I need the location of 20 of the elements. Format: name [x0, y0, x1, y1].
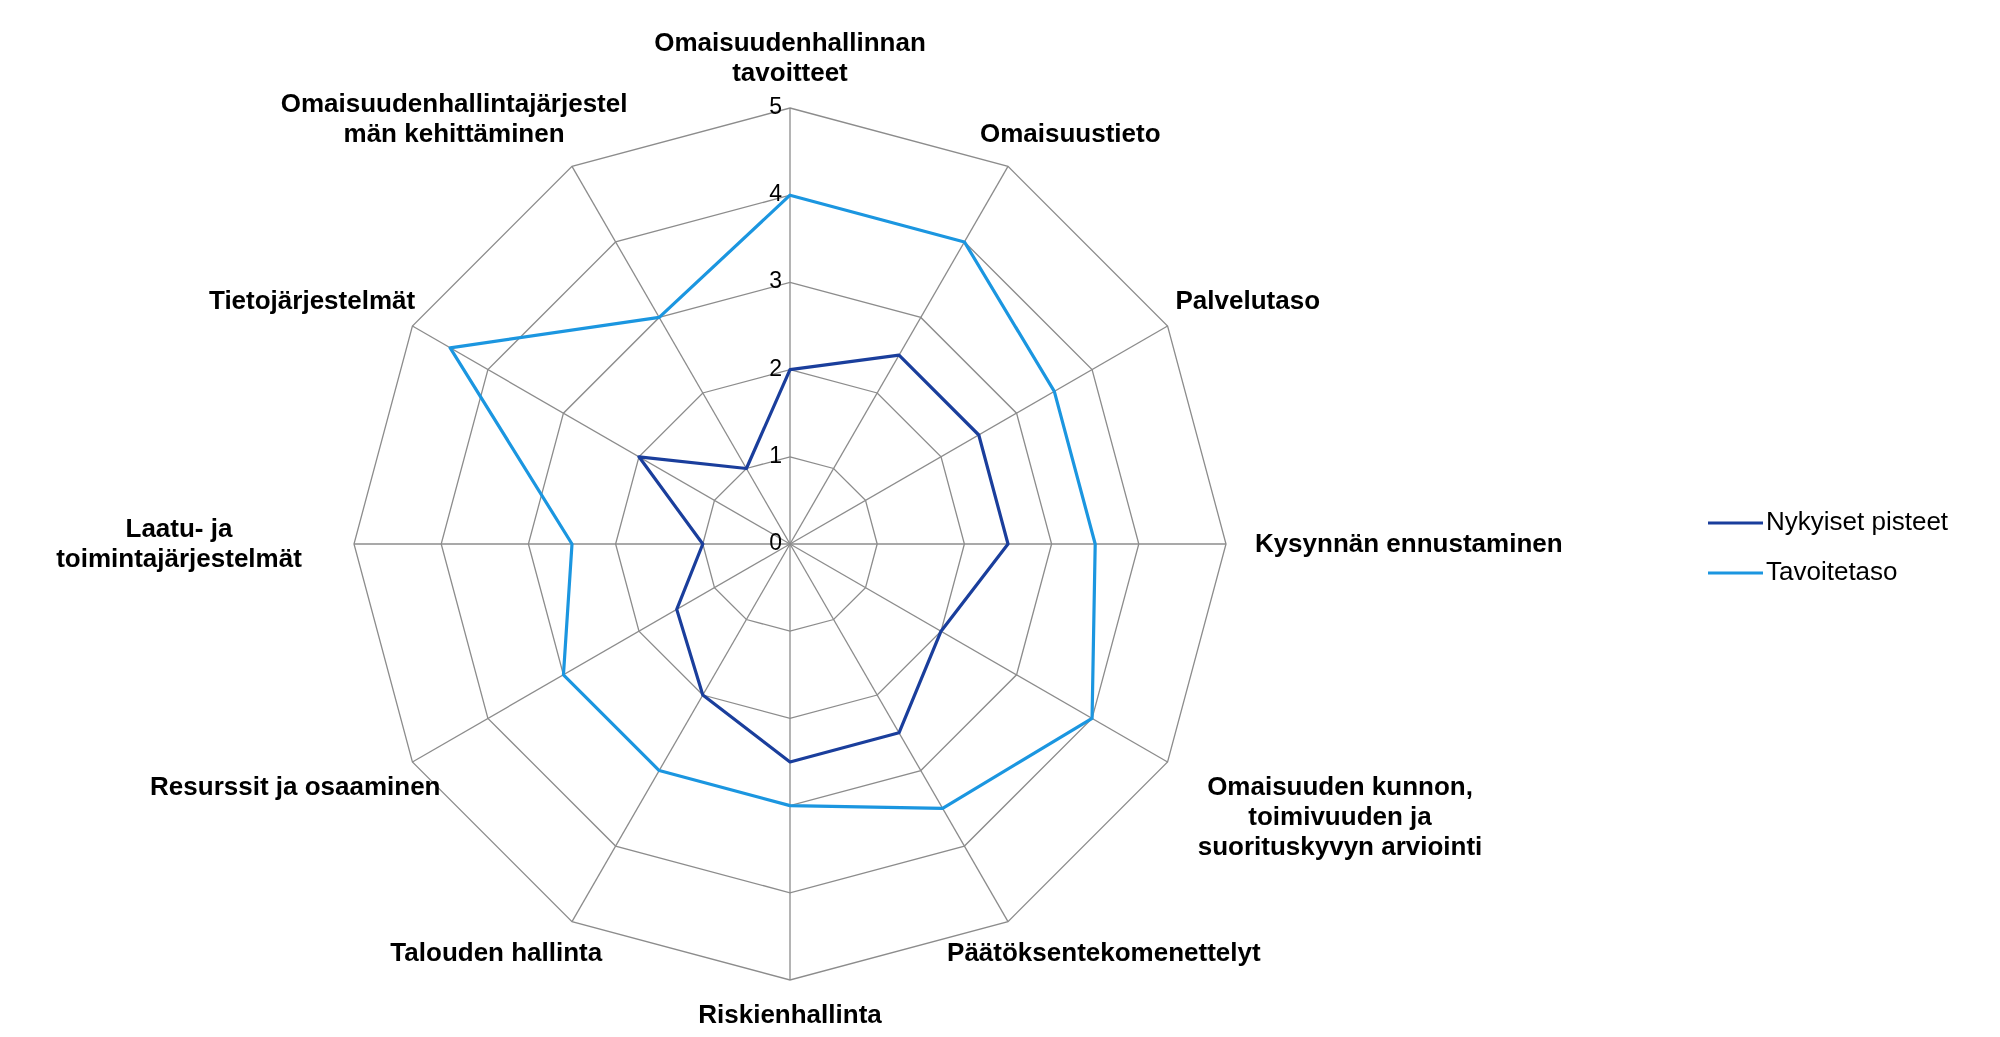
spoke-label: Resurssit ja osaaminen — [150, 770, 441, 801]
spoke-label: Omaisuustieto — [979, 117, 1161, 148]
y-tick-label: 4 — [769, 180, 783, 207]
spoke-label: Päätöksentekomenettelyt — [947, 937, 1261, 968]
spoke-label: Omaisuuden kunnon, toimivuuden ja suorituskyvyn arviointi — [1197, 770, 1483, 861]
spoke-label: Kysynnän ennustaminen — [1254, 527, 1563, 558]
spoke-label: Omaisuudenhallinnan tavoitteet — [654, 26, 926, 87]
y-tick-label: 5 — [769, 93, 782, 120]
spoke-label: Omaisuudenhallintajärjestelmän kehittäminen — [280, 87, 628, 148]
legend-label: Tavoitetaso — [1766, 555, 1898, 586]
y-tick-label: 3 — [769, 267, 782, 294]
spoke-label: Palvelutaso — [1175, 284, 1321, 315]
spoke-label: Riskienhallinta — [698, 998, 883, 1029]
spoke-label: Talouden hallinta — [390, 937, 603, 968]
spoke-label: Laatu- ja toimintajärjestelmät — [56, 512, 303, 573]
y-tick-label: 0 — [769, 529, 782, 556]
spoke-label: Tietojärjestelmät — [208, 284, 416, 315]
legend-label: Nykyiset pisteet — [1766, 505, 1949, 536]
y-tick-label: 2 — [769, 354, 782, 381]
y-tick-label: 1 — [769, 441, 782, 468]
